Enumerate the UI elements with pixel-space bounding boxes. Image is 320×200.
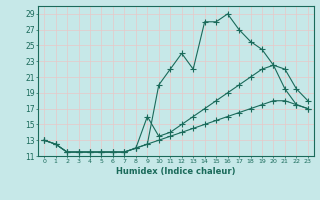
X-axis label: Humidex (Indice chaleur): Humidex (Indice chaleur) (116, 167, 236, 176)
